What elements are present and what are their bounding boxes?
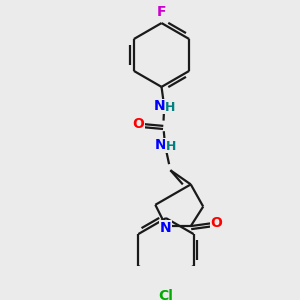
Text: N: N [154, 99, 166, 113]
Text: H: H [166, 140, 176, 153]
Text: O: O [211, 216, 222, 230]
Text: N: N [155, 138, 167, 152]
Text: N: N [160, 221, 172, 235]
Text: Cl: Cl [158, 289, 173, 300]
Text: H: H [165, 101, 176, 114]
Text: O: O [133, 117, 144, 131]
Text: F: F [157, 4, 166, 19]
